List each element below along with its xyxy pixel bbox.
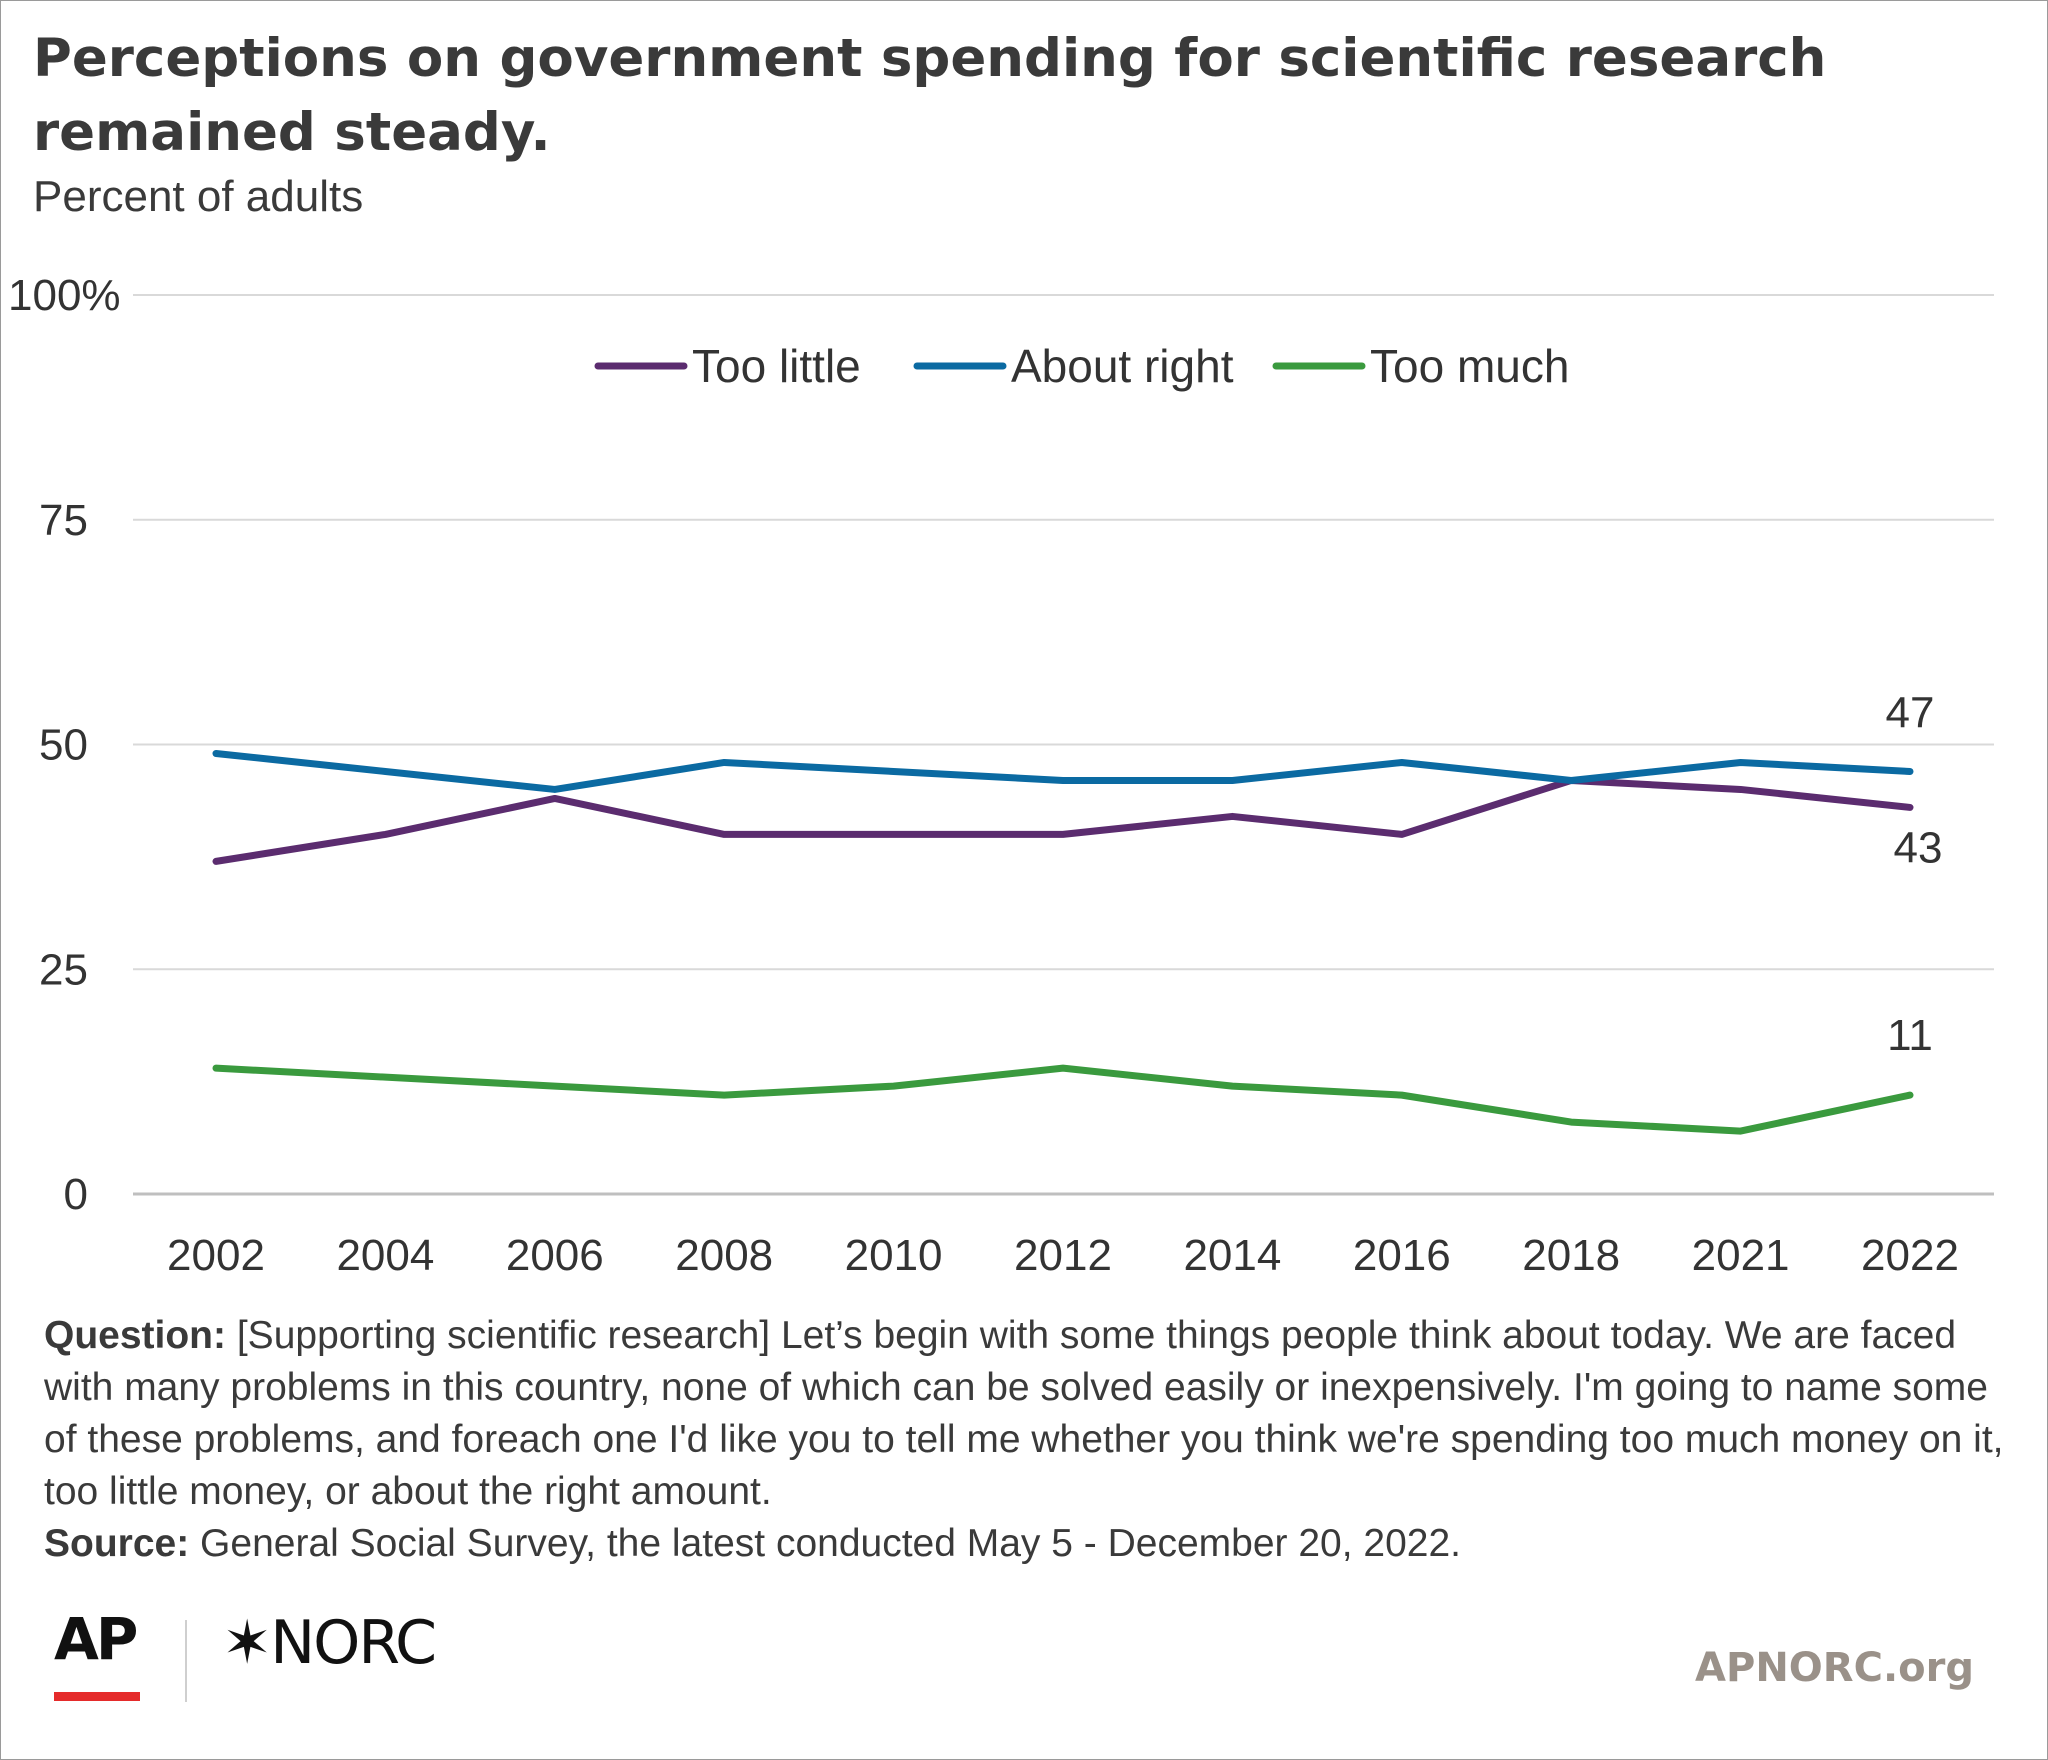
legend-label: Too much xyxy=(1370,340,1569,392)
logo-divider xyxy=(185,1620,187,1702)
x-tick-label: 2004 xyxy=(336,1231,434,1280)
end-label: 11 xyxy=(1887,1011,1933,1060)
source-label: Source: xyxy=(44,1522,190,1565)
x-tick-label: 2008 xyxy=(675,1231,773,1280)
series-line-too-much xyxy=(212,1064,1914,1135)
chart-notes: Question: [Supporting scientific researc… xyxy=(44,1310,2004,1570)
x-tick-label: 2021 xyxy=(1692,1231,1790,1280)
gridlines xyxy=(133,294,1994,1196)
x-tick-label: 2018 xyxy=(1522,1231,1620,1280)
legend-label: Too little xyxy=(692,340,861,392)
x-tick-label: 2016 xyxy=(1353,1231,1451,1280)
x-tick-label: 2014 xyxy=(1183,1231,1281,1280)
norc-logo: ✶NORC xyxy=(222,1608,437,1678)
chart-title: Perceptions on government spending for s… xyxy=(33,28,1827,163)
series-line-too-little xyxy=(212,776,1914,865)
end-labels: 43 47 11 xyxy=(1886,688,1943,1060)
y-tick-label: 75 xyxy=(39,496,88,545)
question-note: Question: [Supporting scientific researc… xyxy=(44,1310,2004,1518)
series-line-about-right xyxy=(212,749,1914,793)
y-tick-label: 0 xyxy=(64,1170,88,1219)
source-note: Source: General Social Survey, the lates… xyxy=(44,1518,2004,1570)
y-axis-ticks: 0 25 50 75 100% xyxy=(8,271,121,1219)
y-tick-label: 50 xyxy=(39,721,88,770)
legend: Too little About right Too much xyxy=(594,340,1569,392)
y-tick-label: 25 xyxy=(39,945,88,994)
chart-subtitle: Percent of adults xyxy=(33,172,364,221)
end-label: 43 xyxy=(1894,823,1943,872)
x-tick-label: 2002 xyxy=(167,1231,265,1280)
x-tick-label: 2006 xyxy=(506,1231,604,1280)
legend-label: About right xyxy=(1011,340,1234,392)
source-text: General Social Survey, the latest conduc… xyxy=(200,1522,1461,1565)
line-chart: 0 25 50 75 100% 2002 2004 2006 2008 2010 2012 2014… xyxy=(8,271,1994,1280)
site-url: APNORC.org xyxy=(1695,1645,1974,1691)
x-tick-label: 2010 xyxy=(845,1231,943,1280)
series-lines xyxy=(212,749,1914,1135)
question-label: Question: xyxy=(44,1314,226,1357)
y-tick-label: 100% xyxy=(8,271,121,320)
x-tick-label: 2012 xyxy=(1014,1231,1112,1280)
end-label: 47 xyxy=(1886,688,1935,737)
ap-logo: AP xyxy=(54,1605,138,1673)
x-tick-label: 2022 xyxy=(1861,1231,1959,1280)
ap-logo-underline xyxy=(54,1692,140,1701)
question-text: [Supporting scientific research] Let’s b… xyxy=(44,1314,2004,1513)
x-axis-ticks: 2002 2004 2006 2008 2010 2012 2014 2016 2018 2021… xyxy=(167,1231,1959,1280)
